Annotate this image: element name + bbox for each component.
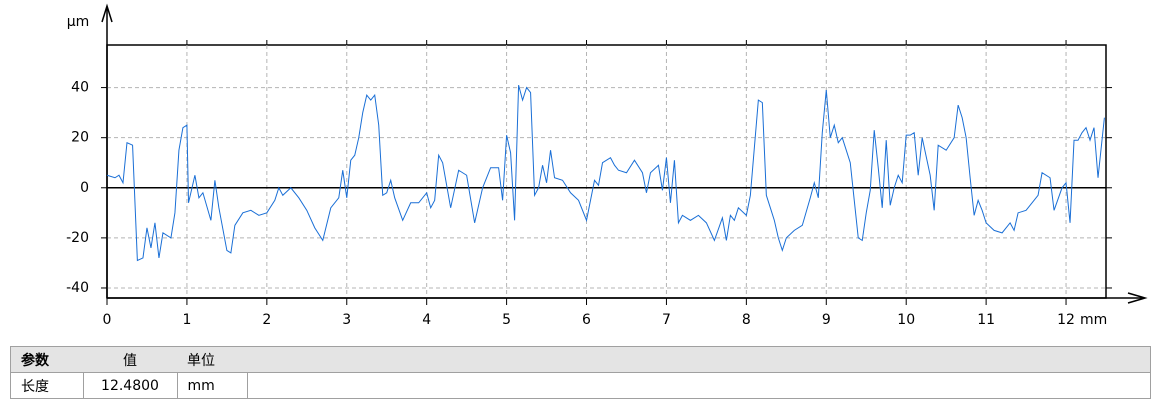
header-cell: 值 <box>83 346 177 373</box>
table-row: 长度 12.4800 mm <box>10 372 1151 399</box>
cell <box>246 372 1151 399</box>
y-tick-label: 40 <box>71 80 89 96</box>
header-cell <box>247 346 1151 373</box>
x-tick-label: 4 <box>422 312 431 328</box>
y-axis-arrow <box>101 3 113 23</box>
x-tick-label: 6 <box>582 312 591 328</box>
x-tick-label: 1 <box>182 312 191 328</box>
x-tick-label: 5 <box>502 312 511 328</box>
x-tick-label: 7 <box>662 312 671 328</box>
y-tick-label: -40 <box>66 280 89 296</box>
x-tick-label: 9 <box>822 312 831 328</box>
cell: mm <box>176 372 248 399</box>
plot-frame <box>106 44 1107 299</box>
x-tick-label: 12 <box>1057 312 1075 328</box>
cell: 12.4800 <box>82 372 178 399</box>
x-tick-label: 10 <box>897 312 915 328</box>
x-tick-label: 0 <box>103 312 112 328</box>
x-axis-arrow <box>1127 292 1148 304</box>
y-tick-label: 0 <box>80 180 89 196</box>
cell: 长度 <box>10 372 84 399</box>
x-unit: mm <box>1080 312 1107 328</box>
x-tick-label: 3 <box>342 312 351 328</box>
x-tick-label: 11 <box>977 312 995 328</box>
y-tick-label: -20 <box>66 230 89 246</box>
header-cell: 单位 <box>177 346 247 373</box>
header-cell: 参数 <box>10 346 83 373</box>
table-header: 参数 值 单位 <box>10 346 1151 373</box>
y-unit: µm <box>67 14 90 30</box>
x-tick-label: 2 <box>262 312 271 328</box>
profile-line <box>106 84 1105 262</box>
parameter-table: 参数 值 单位 长度 12.4800 mm <box>10 346 1151 399</box>
y-tick-label: 20 <box>71 130 89 146</box>
x-tick-label: 8 <box>742 312 751 328</box>
